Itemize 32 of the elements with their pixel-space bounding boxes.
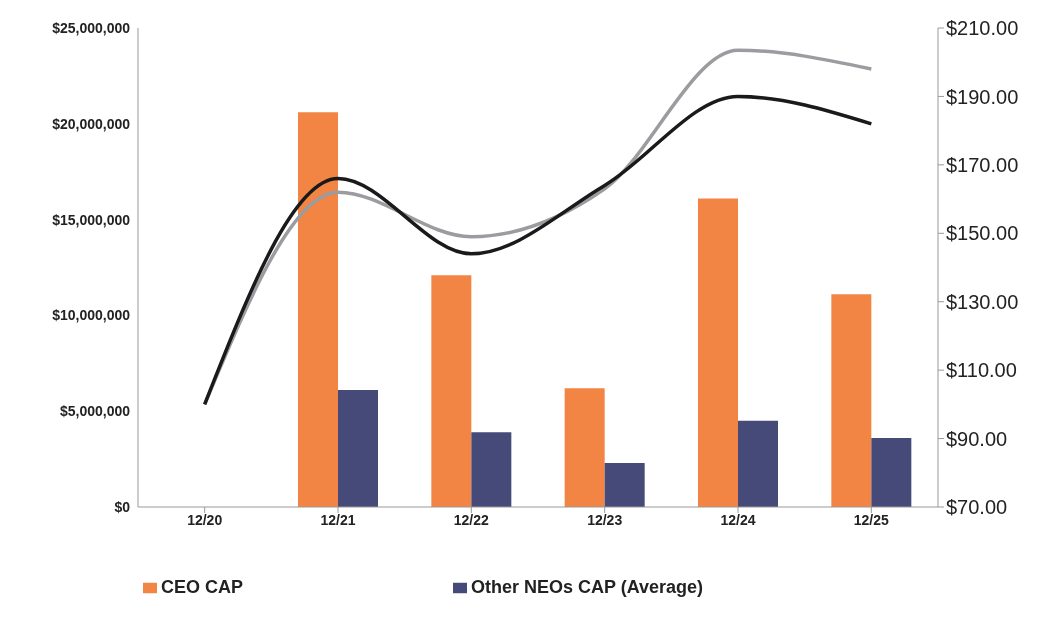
x-tick-label: 12/23 — [587, 511, 623, 528]
x-tick-label: 12/24 — [720, 511, 756, 528]
x-tick-label: 12/21 — [320, 511, 356, 528]
bar — [471, 432, 512, 507]
y-tick-label: $25,000,000 — [52, 19, 131, 36]
bar — [298, 112, 338, 507]
y-tick-label: $0 — [114, 498, 131, 515]
legend-label: CEO CAP — [160, 577, 243, 597]
x-tick-label: 12/25 — [853, 511, 890, 528]
y2-tick-label: $90.00 — [946, 427, 1008, 450]
y2-tick-label: $110.00 — [946, 359, 1017, 382]
y-tick-label: $10,000,000 — [52, 307, 131, 324]
bar — [831, 294, 872, 507]
y2-tick-label: $210.00 — [946, 17, 1019, 40]
y2-tick-label: $190.00 — [946, 85, 1019, 108]
y2-tick-label: $150.00 — [946, 222, 1019, 245]
legend-label: Other NEOs CAP (Average) — [470, 577, 704, 597]
x-tick-label: 12/22 — [453, 511, 490, 528]
bar — [431, 275, 472, 507]
y2-tick-label: $170.00 — [946, 153, 1019, 176]
bar — [564, 388, 605, 507]
bar — [871, 438, 912, 507]
bar — [604, 462, 645, 507]
y-tick-label: $5,000,000 — [59, 403, 131, 420]
y2-tick-label: $70.00 — [946, 496, 1008, 519]
bar — [738, 420, 778, 507]
bar — [698, 198, 738, 507]
y-tick-label: $20,000,000 — [52, 115, 131, 132]
y2-tick-label: $130.00 — [946, 290, 1019, 313]
y-tick-label: $15,000,000 — [52, 211, 131, 228]
x-tick-label: 12/20 — [187, 511, 223, 528]
bar — [338, 390, 378, 507]
